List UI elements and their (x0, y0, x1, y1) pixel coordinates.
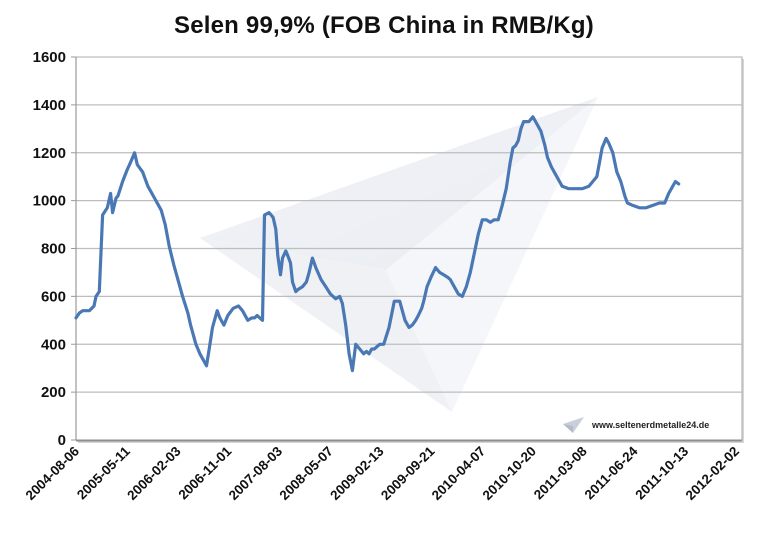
x-tick-label: 2011-06-24 (582, 443, 641, 502)
y-tick-label: 200 (41, 384, 66, 401)
y-tick-label: 0 (58, 432, 66, 449)
y-tick-label: 1600 (33, 49, 66, 66)
watermark-logo-icon (563, 417, 584, 433)
y-tick-label: 1400 (33, 97, 66, 114)
x-tick-label: 2009-02-13 (327, 443, 387, 503)
x-axis-ticks: 2004-08-062005-05-112006-02-032006-11-01… (23, 443, 742, 503)
x-tick-label: 2008-05-07 (277, 444, 336, 503)
x-tick-label: 2010-04-07 (429, 444, 488, 503)
y-tick-label: 800 (41, 241, 66, 258)
price-series-line (74, 115, 681, 373)
y-axis-ticks: 0 200 400 600 800 1000 1200 1400 1600 (33, 49, 77, 449)
y-tick-label: 600 (41, 288, 66, 305)
y-tick-label: 1000 (33, 193, 66, 210)
chart-title: Selen 99,9% (FOB China in RMB/Kg) (174, 12, 594, 39)
watermark-text: www.seltenerdmetalle24.de (591, 420, 709, 430)
gridlines (76, 56, 742, 393)
x-tick-label: 2009-09-21 (378, 443, 438, 503)
x-tick-label: 2004-08-06 (23, 443, 83, 503)
x-tick-label: 2012-02-02 (683, 444, 742, 503)
x-tick-label: 2010-10-20 (480, 444, 539, 503)
y-tick-label: 400 (41, 336, 66, 353)
x-tick-label: 2011-03-08 (531, 443, 590, 502)
x-tick-label: 2007-08-03 (226, 443, 286, 503)
x-tick-label: 2006-02-03 (124, 443, 184, 503)
y-tick-label: 1200 (33, 145, 66, 162)
